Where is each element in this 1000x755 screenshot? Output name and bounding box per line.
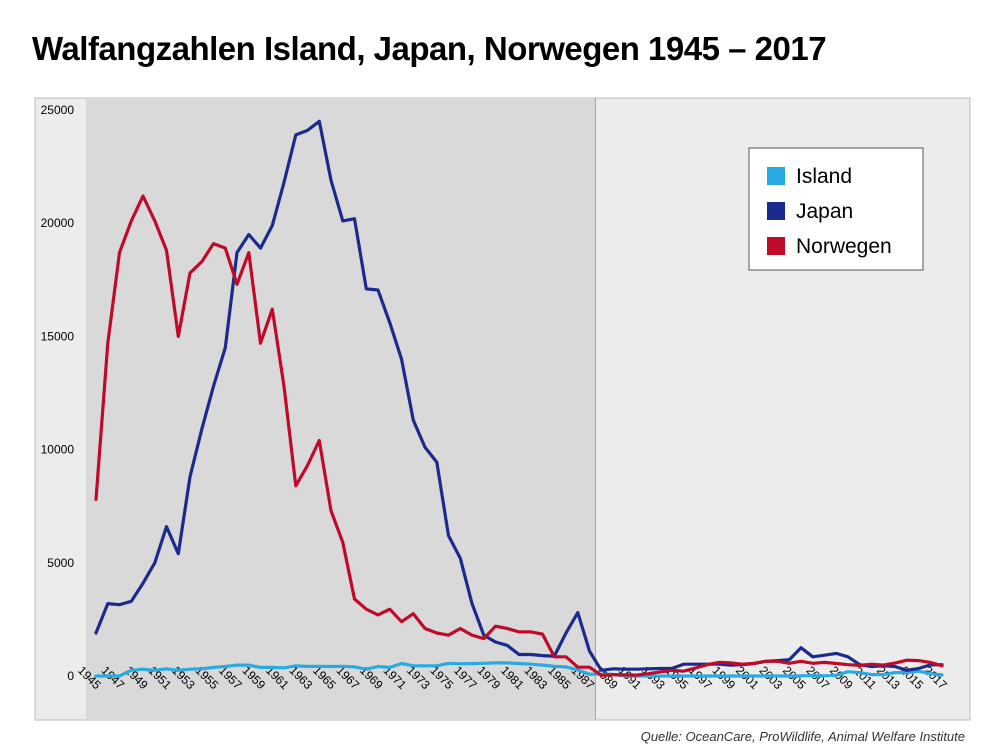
legend-swatch-japan xyxy=(767,202,785,220)
y-tick-label: 10000 xyxy=(41,443,75,457)
y-tick-label: 25000 xyxy=(41,103,75,117)
legend-label-japan: Japan xyxy=(796,200,853,223)
series-line-norwegen xyxy=(94,194,944,677)
moratorium-shaded-region xyxy=(86,98,596,720)
legend-label-island: Island xyxy=(796,165,852,188)
series-line-japan xyxy=(94,119,944,672)
y-tick-label: 5000 xyxy=(47,556,74,570)
series-line-island xyxy=(94,661,944,678)
legend-swatch-island xyxy=(767,167,785,185)
y-axis: 0 5000 10000 15000 20000 25000 xyxy=(41,103,75,683)
y-tick-label: 0 xyxy=(67,669,74,683)
legend-swatch-norwegen xyxy=(767,237,785,255)
legend: Island Japan Norwegen xyxy=(748,147,924,271)
source-note: Quelle: OceanCare, ProWildlife, Animal W… xyxy=(640,729,965,744)
series-lines xyxy=(94,119,944,678)
legend-label-norwegen: Norwegen xyxy=(796,235,892,258)
y-tick-label: 20000 xyxy=(41,216,75,230)
y-tick-label: 15000 xyxy=(41,329,75,343)
page-title: Walfangzahlen Island, Japan, Norwegen 19… xyxy=(32,30,827,67)
